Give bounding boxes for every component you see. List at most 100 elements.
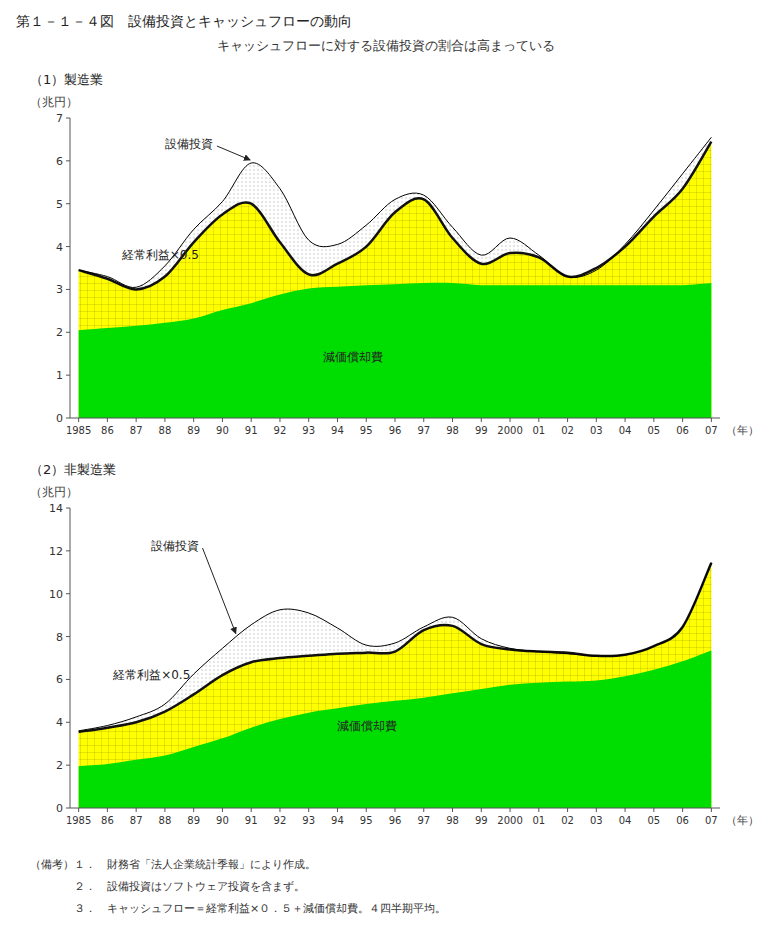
marks	[79, 563, 712, 808]
x-tick-label: 87	[130, 425, 143, 436]
y-tick-label: 0	[56, 412, 63, 425]
y-tick	[66, 636, 70, 637]
y-tick-label: 5	[56, 198, 63, 211]
x-tick-label: 98	[446, 815, 459, 826]
cashflow-annotation: 経常利益×0.5	[121, 248, 199, 262]
x-tick	[423, 418, 424, 422]
x-tick-label: 88	[159, 425, 172, 436]
x-tick-label: 92	[274, 815, 287, 826]
y-tick-label: 8	[56, 631, 63, 644]
x-tick-label: 1985	[66, 815, 91, 826]
x-tick	[193, 808, 194, 812]
x-tick	[251, 418, 252, 422]
x-tick-label: 93	[302, 815, 315, 826]
x-axis-label: （年）	[726, 814, 759, 827]
x-tick	[423, 808, 424, 812]
y-axis-line	[70, 118, 71, 418]
capex-annotation: 設備投資	[151, 539, 199, 553]
x-axis-label: （年）	[726, 424, 759, 437]
x-tick	[452, 808, 453, 812]
x-tick-label: 92	[274, 425, 287, 436]
x-tick-label: 96	[389, 815, 402, 826]
y-tick-label: 4	[56, 716, 63, 729]
x-tick-label: 06	[676, 815, 689, 826]
x-tick-label: 91	[245, 425, 258, 436]
y-tick-label: 2	[56, 759, 63, 772]
x-tick-label: 05	[647, 425, 660, 436]
x-tick	[682, 808, 683, 812]
x-tick	[510, 808, 511, 812]
x-tick	[107, 418, 108, 422]
depreciation-annotation: 減価償却費	[323, 350, 383, 364]
x-tick	[251, 808, 252, 812]
y-tick	[66, 550, 70, 551]
y-tick-label: 1	[56, 369, 63, 382]
x-tick	[538, 418, 539, 422]
y-tick	[66, 679, 70, 680]
x-tick-label: 90	[216, 815, 229, 826]
x-tick	[567, 418, 568, 422]
capex-area	[79, 137, 712, 418]
capex-line	[79, 137, 712, 287]
x-tick	[164, 418, 165, 422]
x-tick	[337, 808, 338, 812]
x-tick	[481, 808, 482, 812]
panel-title: （2）非製造業	[30, 462, 116, 477]
y-tick	[66, 118, 70, 119]
y-tick	[66, 508, 70, 509]
capex-annotation: 設備投資	[165, 137, 213, 151]
x-tick	[107, 808, 108, 812]
x-tick	[538, 808, 539, 812]
x-tick	[395, 418, 396, 422]
x-tick	[337, 418, 338, 422]
x-tick-label: 01	[532, 425, 545, 436]
x-tick-label: 95	[360, 815, 373, 826]
x-tick-label: 86	[101, 815, 114, 826]
y-axis-label: （兆円）	[30, 485, 78, 499]
x-tick-label: 2000	[497, 425, 522, 436]
x-tick	[682, 418, 683, 422]
x-tick	[308, 808, 309, 812]
capex-line	[79, 563, 712, 731]
x-tick-label: 86	[101, 425, 114, 436]
x-tick	[567, 808, 568, 812]
cashflow-line	[79, 142, 712, 290]
y-tick-label: 7	[56, 112, 63, 125]
x-tick-label: 02	[561, 815, 574, 826]
x-tick-label: 1985	[66, 425, 91, 436]
cashflow-area	[79, 563, 712, 808]
note: ２． 設備投資はソフトウェア投資を含まず。	[30, 880, 305, 893]
x-tick	[711, 418, 712, 422]
x-tick-label: 06	[676, 425, 689, 436]
x-tick	[279, 808, 280, 812]
panel: （1）製造業（兆円）012345671985868788899091929394…	[30, 72, 759, 437]
x-tick	[78, 808, 79, 812]
x-tick	[596, 418, 597, 422]
depreciation-area	[79, 651, 712, 809]
x-tick-label: 97	[417, 425, 430, 436]
panel-title: （1）製造業	[30, 72, 103, 87]
y-tick	[66, 418, 70, 419]
x-tick-label: 87	[130, 815, 143, 826]
note: ３． キャッシュフロー＝経常利益×０．５＋減価償却費。４四半期平均。	[30, 902, 446, 915]
figure: 第１－１－４図 設備投資とキャッシュフローの動向キャッシュフローに対する設備投資…	[0, 0, 772, 938]
y-tick	[66, 160, 70, 161]
x-tick	[481, 418, 482, 422]
x-tick-label: 03	[590, 425, 603, 436]
x-tick	[78, 418, 79, 422]
x-tick-label: 91	[245, 815, 258, 826]
x-tick-label: 99	[475, 815, 488, 826]
x-tick-label: 88	[159, 815, 172, 826]
figure-title: 第１－１－４図 設備投資とキャッシュフローの動向	[16, 13, 352, 29]
x-tick-label: 97	[417, 815, 430, 826]
y-tick-label: 10	[49, 588, 63, 601]
capex-arrow	[217, 146, 250, 160]
x-tick	[136, 808, 137, 812]
x-tick-label: 02	[561, 425, 574, 436]
x-tick-label: 03	[590, 815, 603, 826]
x-tick	[193, 418, 194, 422]
x-tick-label: 07	[705, 815, 718, 826]
x-tick	[395, 808, 396, 812]
x-tick	[653, 808, 654, 812]
x-tick	[222, 808, 223, 812]
